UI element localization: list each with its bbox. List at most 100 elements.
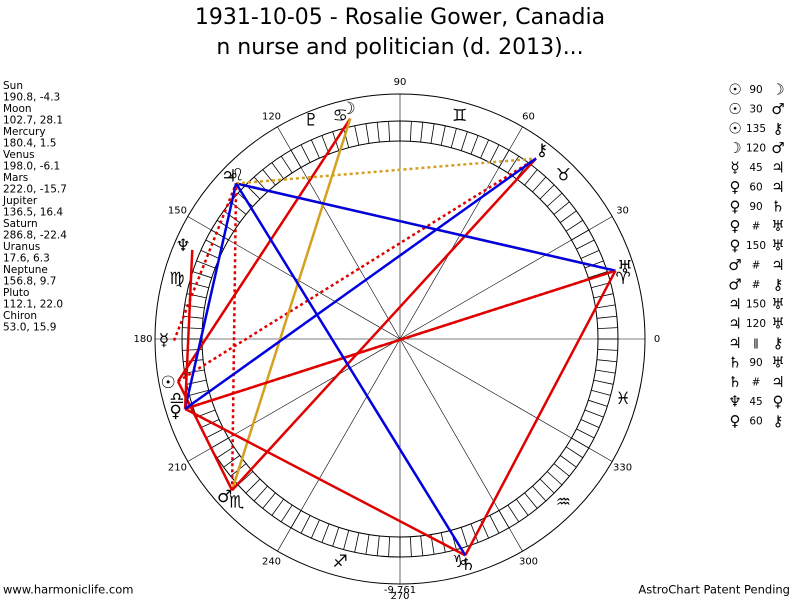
planet-glyph: ♇ (304, 110, 319, 130)
radial-line (277, 126, 401, 340)
planet-glyph: ☉ (161, 373, 176, 393)
ring-hatch (532, 176, 547, 193)
aspect-glyph: ☉ (728, 100, 741, 118)
ring-hatch (524, 492, 538, 509)
planet-name: Pluto (3, 287, 29, 299)
ring-hatch (559, 455, 577, 468)
aspect-line (176, 117, 352, 383)
aspect-glyph: ♃ (728, 295, 741, 313)
ring-hatch (216, 446, 235, 459)
degree-label: 330 (613, 463, 632, 474)
planet-name: Mercury (3, 126, 46, 138)
ring-hatch (588, 399, 608, 407)
degree-label: 300 (519, 557, 538, 568)
ring-hatch (409, 121, 412, 142)
ring-hatch (546, 192, 563, 207)
planet-position: 53.0, 15.9 (3, 322, 56, 334)
ring-hatch (271, 162, 284, 180)
title-line: n nurse and politician (d. 2013)... (216, 35, 583, 60)
ring-hatch (588, 271, 608, 279)
aspect-glyph: ♂ (728, 256, 741, 274)
ring-hatch (300, 515, 311, 534)
ring-hatch (470, 523, 479, 543)
ring-hatch (262, 169, 276, 186)
ring-hatch (300, 144, 311, 163)
ring-hatch (280, 504, 293, 523)
degree-label: 240 (262, 557, 281, 568)
ring-hatch (596, 315, 617, 319)
ring-hatch (480, 139, 490, 159)
sign-glyph: ♉ (556, 166, 571, 186)
planet-glyph: ♃ (221, 167, 236, 187)
aspect-glyph: ⚷ (773, 412, 784, 430)
aspect-glyph: ♃ (728, 334, 741, 352)
ring-hatch (597, 348, 618, 351)
planet-glyph: ♀ (169, 402, 181, 422)
planet-position: 136.5, 16.4 (3, 207, 63, 219)
aspect-glyph: ♀ (773, 393, 784, 411)
aspect-line (184, 157, 537, 410)
ring-hatch (409, 536, 412, 557)
aspect-glyph: ♅ (771, 237, 784, 255)
aspect-line (235, 182, 467, 557)
aspect-glyph: ♃ (771, 178, 784, 196)
footer-link[interactable]: www.harmoniclife.com (3, 583, 133, 597)
ring-hatch (376, 535, 380, 556)
aspect-type: # (752, 279, 761, 291)
aspect-glyph: ☿ (730, 159, 739, 177)
ring-hatch (565, 219, 584, 232)
aspect-glyph: ☉ (728, 81, 741, 99)
aspect-line (183, 249, 194, 409)
ring-hatch (182, 327, 203, 330)
aspect-type: 150 (746, 240, 766, 252)
ring-hatch (576, 428, 595, 439)
aspect-glyph: ♅ (771, 315, 784, 333)
aspect-line (235, 157, 537, 185)
planet-position: 190.8, -4.3 (3, 92, 60, 104)
degree-label: 30 (616, 206, 629, 217)
ring-hatch (584, 260, 604, 269)
planet-position: 112.1, 22.0 (3, 299, 63, 311)
ring-hatch (553, 463, 570, 477)
ring-hatch (388, 536, 391, 557)
aspect-glyph: ♆ (728, 393, 741, 411)
aspect-type: 45 (749, 162, 762, 174)
aspect-glyph: ♂ (771, 100, 784, 118)
ring-hatch (196, 260, 216, 269)
aspect-line (172, 182, 238, 342)
aspect-line (183, 183, 238, 410)
ring-hatch (223, 455, 241, 468)
footer-note: AstroChart Patent Pending (638, 583, 790, 597)
aspect-glyph: ⚷ (773, 120, 784, 138)
aspect-line (464, 270, 617, 556)
ring-hatch (440, 125, 446, 146)
sign-glyph: ♓ (616, 389, 631, 409)
ring-hatch (271, 498, 284, 516)
title-line: 1931-10-05 - Rosalie Gower, Canadia (195, 5, 605, 30)
planet-position: 17.6, 6.3 (3, 253, 50, 265)
radial-line (187, 338, 401, 462)
ring-hatch (332, 527, 340, 547)
degree-label: 0 (654, 334, 660, 345)
planet-position: 222.0, -15.7 (3, 184, 67, 196)
planet-name: Uranus (3, 241, 40, 253)
planet-glyph: ♂ (217, 487, 232, 507)
ring-hatch (553, 201, 570, 215)
ring-hatch (192, 271, 212, 279)
aspect-type: ǁ (753, 338, 758, 350)
degree-label: 210 (168, 463, 187, 474)
aspect-type: 45 (749, 396, 762, 408)
planet-glyph: ♄ (461, 555, 476, 575)
ring-hatch (189, 389, 209, 396)
aspect-line (184, 269, 616, 411)
ring-hatch (245, 478, 261, 494)
aspect-type: 60 (749, 416, 762, 428)
aspect-type: 30 (749, 104, 762, 116)
planet-name: Neptune (3, 264, 48, 276)
ring-hatch (310, 139, 320, 159)
ring-hatch (376, 122, 380, 143)
planet-name: Mars (3, 172, 28, 184)
ring-hatch (489, 515, 500, 534)
ring-hatch (365, 534, 370, 555)
